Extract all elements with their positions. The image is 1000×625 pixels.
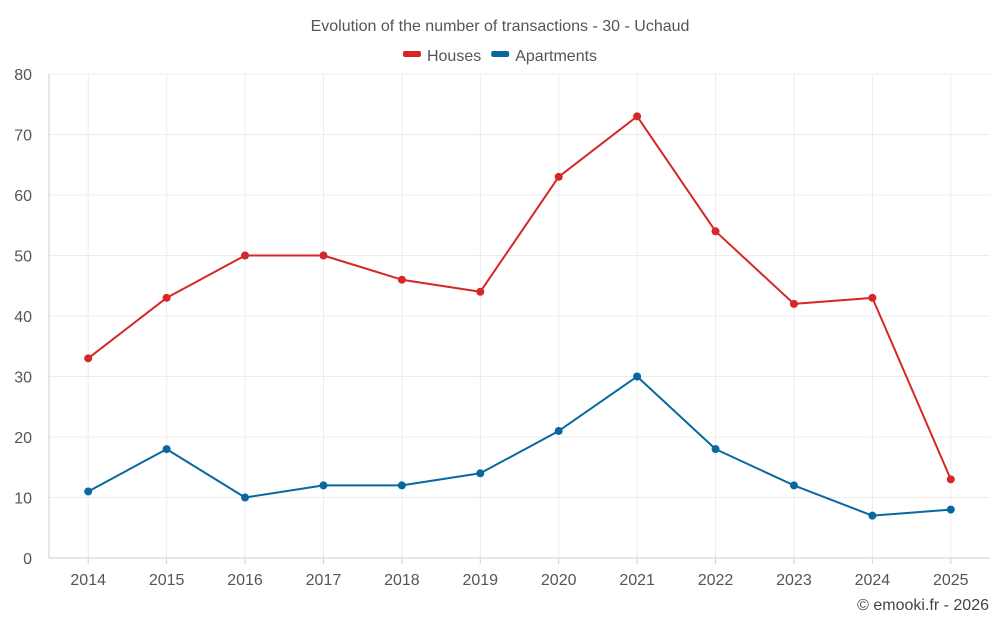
y-tick-label: 60 xyxy=(14,188,32,205)
data-point-houses[interactable] xyxy=(476,287,485,296)
series-apartments xyxy=(84,372,955,520)
legend-swatch-apartments xyxy=(491,51,510,57)
legend-swatch-houses xyxy=(402,51,421,57)
data-point-apartments[interactable] xyxy=(241,493,250,502)
series-line-houses xyxy=(87,115,952,480)
legend-item-apartments[interactable]: Apartments xyxy=(491,48,597,65)
y-tick-label: 40 xyxy=(14,309,32,326)
data-point-houses[interactable] xyxy=(241,251,250,260)
y-tick-label: 70 xyxy=(14,128,32,145)
x-tick-label: 2025 xyxy=(933,572,969,589)
x-tick-label: 2022 xyxy=(698,572,734,589)
data-point-houses[interactable] xyxy=(868,293,877,302)
data-point-apartments[interactable] xyxy=(633,372,642,381)
axes: 0 10 20 30 40 50 60 70 80 2014 2015 2016 2017 2018 201… xyxy=(14,67,990,589)
data-point-apartments[interactable] xyxy=(789,481,798,490)
data-point-apartments[interactable] xyxy=(868,511,877,520)
legend-item-houses[interactable]: Houses xyxy=(402,48,481,65)
data-point-houses[interactable] xyxy=(84,354,93,363)
x-tick-label: 2023 xyxy=(776,572,812,589)
data-point-houses[interactable] xyxy=(711,227,720,236)
x-tick-label: 2015 xyxy=(149,572,185,589)
x-tick-label: 2024 xyxy=(855,572,891,589)
x-tick-label: 2014 xyxy=(70,572,106,589)
data-point-apartments[interactable] xyxy=(319,481,328,490)
y-tick-label: 80 xyxy=(14,67,32,84)
series-layer xyxy=(84,112,955,520)
data-point-apartments[interactable] xyxy=(554,426,563,435)
y-tick-label: 30 xyxy=(14,370,32,387)
data-point-houses[interactable] xyxy=(789,299,798,308)
data-point-houses[interactable] xyxy=(397,275,406,284)
data-point-apartments[interactable] xyxy=(162,445,171,454)
x-tick-label: 2020 xyxy=(541,572,577,589)
series-line-apartments xyxy=(87,375,951,517)
x-tick-label: 2019 xyxy=(462,572,498,589)
legend: Houses Apartments xyxy=(402,48,597,65)
x-tick-label: 2018 xyxy=(384,572,420,589)
legend-label-apartments: Apartments xyxy=(515,48,597,65)
y-tick-label: 50 xyxy=(14,249,32,266)
credit-text: © emooki.fr - 2026 xyxy=(857,597,989,614)
data-point-houses[interactable] xyxy=(554,172,563,181)
x-tick-label: 2021 xyxy=(619,572,655,589)
data-point-apartments[interactable] xyxy=(711,445,720,454)
data-point-houses[interactable] xyxy=(946,475,955,484)
x-tick-label: 2016 xyxy=(227,572,263,589)
data-point-houses[interactable] xyxy=(633,112,642,121)
x-tick-label: 2017 xyxy=(306,572,342,589)
series-houses xyxy=(84,112,955,484)
data-point-houses[interactable] xyxy=(162,293,171,302)
data-point-apartments[interactable] xyxy=(84,487,93,496)
y-tick-label: 20 xyxy=(14,430,32,447)
data-point-apartments[interactable] xyxy=(476,469,485,478)
data-point-houses[interactable] xyxy=(319,251,328,260)
y-tick-label: 10 xyxy=(14,491,32,508)
y-tick-label: 0 xyxy=(23,551,32,568)
data-point-apartments[interactable] xyxy=(946,505,955,514)
legend-label-houses: Houses xyxy=(427,48,481,65)
chart-title: Evolution of the number of transactions … xyxy=(311,18,690,35)
data-point-apartments[interactable] xyxy=(397,481,406,490)
grid xyxy=(49,73,990,558)
